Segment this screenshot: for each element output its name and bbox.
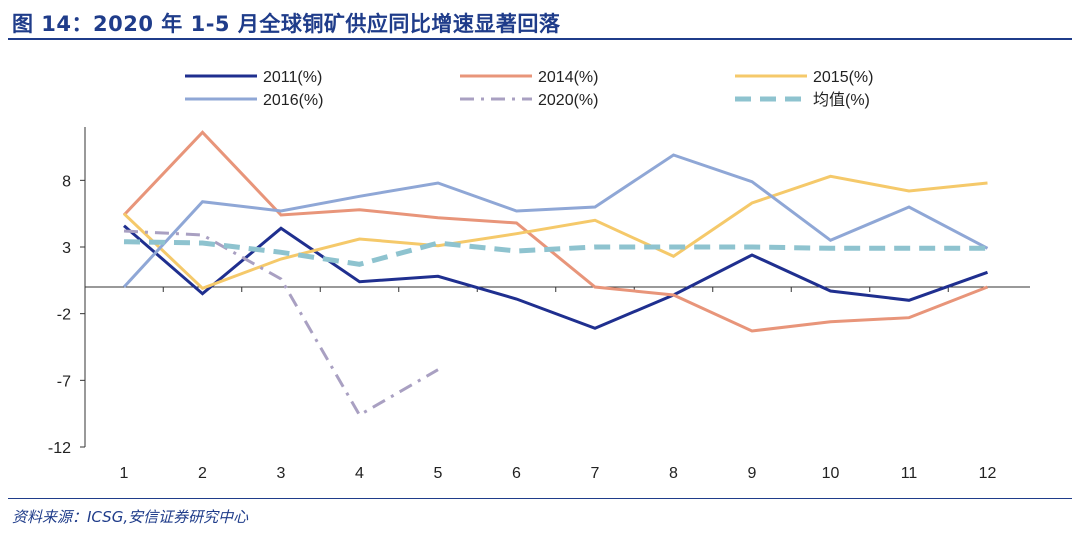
x-tick-label: 10 <box>822 465 840 482</box>
x-tick-label: 12 <box>979 465 997 482</box>
y-tick-label: -2 <box>57 307 71 324</box>
x-tick-label: 7 <box>591 465 600 482</box>
series-lines <box>122 130 989 418</box>
series-line-4 <box>123 229 439 418</box>
legend: 2011(%) 2014(%) 2015(%) 2016(%) 2020(%) 均值(%) <box>185 69 873 109</box>
title-bar: 图 14：2020 年 1-5 月全球铜矿供应同比增速显著回落 <box>8 6 1072 40</box>
y-tick-label: 8 <box>62 173 71 190</box>
series-line-0 <box>123 224 989 330</box>
series-line-1 <box>122 130 989 333</box>
x-tick-label: 8 <box>669 465 678 482</box>
series-line-2 <box>122 174 988 291</box>
x-tick-label: 5 <box>434 465 443 482</box>
axes: 83-2-7-121 2 3 4 5 6 7 8 9 10 11 12 <box>48 127 1030 482</box>
chart-title: 图 14：2020 年 1-5 月全球铜矿供应同比增速显著回落 <box>12 12 561 36</box>
legend-label-0: 2011(%) <box>263 69 322 86</box>
y-tick-label: -7 <box>57 373 71 390</box>
x-tick-label: 1 <box>120 465 129 482</box>
series-line-3 <box>122 153 989 289</box>
legend-label-5: 均值(%) <box>813 91 870 109</box>
y-tick-label: -12 <box>48 440 71 457</box>
legend-label-2: 2015(%) <box>813 69 873 86</box>
x-tick-label: 9 <box>748 465 757 482</box>
legend-label-3: 2016(%) <box>263 92 323 109</box>
source-divider <box>8 498 1072 499</box>
x-tick-label: 3 <box>277 465 286 482</box>
x-tick-label: 11 <box>901 465 918 482</box>
x-tick-label: 4 <box>355 465 364 482</box>
series-line-5 <box>123 239 988 267</box>
x-tick-label: 6 <box>512 465 521 482</box>
y-tick-label: 3 <box>62 240 71 257</box>
legend-label-1: 2014(%) <box>538 69 598 86</box>
x-tick-label: 2 <box>198 465 207 482</box>
source-note: 资料来源：ICSG,安信证券研究中心 <box>12 508 249 526</box>
legend-label-4: 2020(%) <box>538 92 598 109</box>
